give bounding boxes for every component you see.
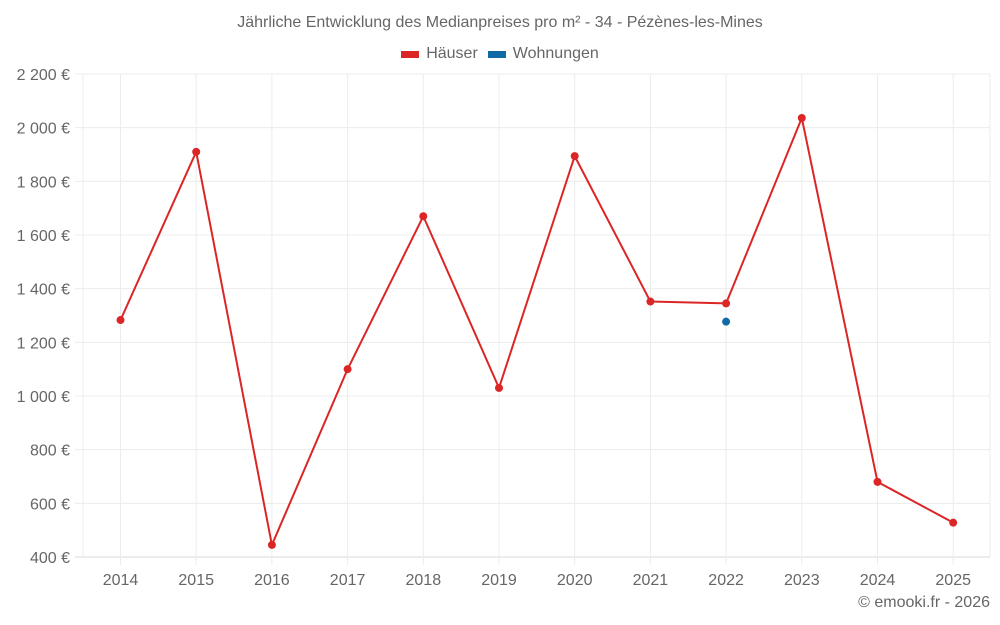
data-point[interactable] — [192, 147, 201, 156]
x-tick-label: 2022 — [708, 572, 744, 589]
chart-title: Jährliche Entwicklung des Medianpreises … — [237, 14, 763, 31]
legend: Häuser Wohnungen — [0, 45, 1000, 63]
legend-swatch-haeuser-icon — [401, 50, 420, 58]
y-tick-label: 1 800 € — [17, 174, 70, 191]
x-tick-label: 2020 — [557, 572, 593, 589]
y-axis: 400 € 600 € 800 € 1 000 € 1 200 € 1 400 € 1 60… — [17, 67, 70, 567]
data-point[interactable] — [949, 518, 958, 527]
data-point[interactable] — [495, 383, 503, 392]
y-tick-label: 1 200 € — [17, 335, 70, 352]
y-tick-label: 600 € — [30, 496, 70, 513]
x-tick-label: 2018 — [406, 572, 442, 589]
y-tick-label: 800 € — [30, 443, 70, 460]
legend-item-haeuser[interactable]: Häuser — [401, 45, 478, 63]
data-point[interactable] — [116, 316, 125, 325]
x-tick-label: 2015 — [178, 572, 214, 589]
x-tick-label: 2025 — [935, 572, 971, 589]
x-tick-label: 2021 — [633, 572, 669, 589]
x-tick-label: 2023 — [784, 572, 820, 589]
x-tick-label: 2024 — [860, 572, 896, 589]
data-point[interactable] — [722, 317, 731, 326]
x-tick-label: 2016 — [254, 572, 290, 589]
legend-item-wohnungen[interactable]: Wohnungen — [487, 45, 599, 63]
y-tick-label: 1 000 € — [17, 389, 70, 406]
x-axis: 2014 2015 2016 2017 2018 2019 2020 2021 2022 2023… — [103, 572, 971, 589]
series-layer — [116, 114, 958, 549]
data-point[interactable] — [646, 297, 655, 306]
legend-label-haeuser: Häuser — [426, 45, 478, 62]
grid-lines — [75, 73, 991, 565]
legend-label-wohnungen: Wohnungen — [512, 45, 599, 62]
data-point[interactable] — [267, 540, 276, 549]
y-tick-label: 400 € — [30, 550, 70, 567]
x-tick-label: 2017 — [330, 572, 366, 589]
y-tick-label: 2 000 € — [17, 121, 70, 138]
copyright-footer: © emooki.fr - 2026 — [858, 594, 990, 611]
data-point[interactable] — [722, 299, 731, 308]
y-tick-label: 2 200 € — [17, 67, 70, 84]
data-point[interactable] — [797, 114, 806, 123]
series-line — [119, 117, 954, 546]
data-point[interactable] — [343, 365, 352, 374]
y-tick-label: 1 400 € — [17, 282, 70, 299]
x-tick-label: 2014 — [103, 572, 139, 589]
y-tick-label: 1 600 € — [17, 228, 70, 245]
legend-swatch-wohnungen-icon — [487, 50, 506, 58]
x-tick-label: 2019 — [481, 572, 517, 589]
data-point[interactable] — [873, 477, 882, 486]
data-point[interactable] — [419, 212, 428, 221]
data-point[interactable] — [570, 152, 579, 161]
